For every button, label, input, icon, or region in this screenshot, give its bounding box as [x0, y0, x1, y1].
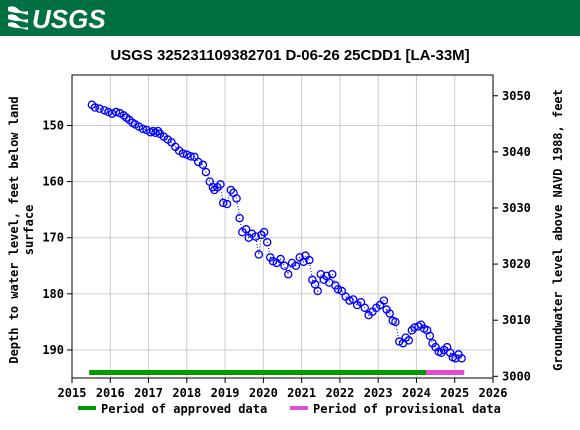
data-point: [119, 111, 128, 120]
data-point: [148, 126, 158, 136]
x-tick-label: 2026: [479, 386, 508, 400]
usgs-logo-text: USGS: [32, 4, 106, 34]
x-tick-label: 2019: [211, 386, 240, 400]
data-point: [280, 261, 289, 271]
data-point: [138, 124, 148, 134]
data-point: [257, 230, 266, 240]
data-point: [425, 331, 435, 341]
usgs-wave-icon: [8, 6, 28, 30]
chart-title: USGS 325231109382701 D-06-26 25CDD1 [LA-…: [110, 47, 469, 64]
usgs-logo[interactable]: USGS: [8, 4, 106, 34]
y-tick-label: 150: [42, 119, 64, 133]
data-point: [313, 286, 322, 296]
data-point: [385, 309, 394, 318]
data-points: [87, 100, 466, 363]
usgs-header-graphic: USGS: [0, 0, 580, 36]
data-point: [360, 303, 370, 313]
right-y-axis-label: Groundwater level above NAVD 1988, feet: [551, 89, 565, 371]
y-tick-label: 170: [42, 231, 64, 245]
data-point: [90, 103, 100, 112]
data-point: [235, 213, 244, 223]
x-tick-label: 2021: [287, 386, 316, 400]
data-point: [216, 180, 225, 189]
x-tick-label: 2018: [172, 386, 201, 400]
data-point: [262, 237, 272, 247]
data-point: [241, 225, 251, 234]
x-tick-label: 2023: [364, 386, 393, 400]
data-point: [268, 257, 278, 266]
data-point: [445, 348, 455, 357]
legend-approved-label: Period of approved data: [101, 402, 267, 416]
usgs-header-bar: USGS: [0, 0, 580, 40]
data-point: [437, 348, 446, 357]
data-point: [407, 326, 417, 335]
x-tick-label: 2015: [58, 386, 87, 400]
plot-frame: [71, 74, 494, 379]
x-axis-ticks: 2015 2016 2017 2018 2019 2020 2021 2022 2023 2024…: [58, 378, 508, 400]
data-point: [349, 295, 358, 304]
x-tick-label: 2020: [249, 386, 278, 400]
data-point: [391, 317, 400, 327]
data-point: [345, 296, 354, 305]
data-point: [305, 255, 314, 265]
data-point: [251, 232, 260, 241]
data-point: [95, 104, 104, 113]
data-point: [337, 286, 347, 296]
header-background: [0, 0, 580, 36]
y2-tick-label: 3040: [502, 145, 531, 159]
legend-provisional-swatch: [290, 406, 308, 410]
y-tick-label: 160: [42, 175, 64, 189]
data-point: [111, 107, 121, 117]
data-point: [379, 296, 389, 305]
legend: Period of approved data Period of provis…: [78, 402, 501, 416]
period-bars: [89, 370, 465, 375]
data-point: [182, 150, 192, 159]
data-point: [291, 261, 301, 271]
approved-period-bar: [89, 370, 427, 375]
x-tick-label: 2016: [96, 386, 125, 400]
data-point: [276, 254, 285, 264]
data-point: [333, 285, 343, 294]
data-point: [201, 167, 211, 177]
data-point: [404, 336, 414, 345]
data-point: [283, 269, 293, 279]
y2-tick-label: 3030: [502, 201, 531, 215]
y-tick-label: 190: [42, 343, 64, 357]
right-y-axis-ticks: 3000 3010 3020 3030 3040 3050: [493, 89, 531, 383]
data-point: [198, 160, 208, 170]
data-point: [186, 152, 195, 161]
data-point: [194, 157, 203, 167]
series-dotted-line: [91, 104, 463, 360]
data-point: [178, 149, 188, 158]
y2-tick-label: 3050: [502, 89, 531, 103]
data-point: [218, 198, 228, 208]
left-y-axis-ticks: 150 160 170 180 190: [42, 119, 72, 357]
left-y-axis-label-line1: Depth to water level, feet below land: [7, 96, 21, 363]
y2-tick-label: 3000: [502, 369, 531, 383]
y2-tick-label: 3010: [502, 313, 531, 327]
data-point: [356, 297, 366, 307]
provisional-period-bar: [426, 370, 465, 375]
legend-provisional-label: Period of provisional data: [313, 402, 501, 416]
left-y-axis-label-line2: surface: [22, 205, 36, 256]
data-point: [308, 275, 317, 285]
data-point: [232, 194, 241, 203]
legend-approved-swatch: [78, 406, 96, 410]
data-point: [100, 106, 109, 115]
data-point: [457, 354, 466, 363]
data-point: [222, 199, 232, 209]
x-tick-label: 2017: [134, 386, 163, 400]
data-point: [226, 185, 236, 195]
data-point: [259, 227, 269, 237]
x-tick-label: 2024: [402, 386, 431, 400]
x-tick-label: 2025: [440, 386, 469, 400]
x-tick-label: 2022: [325, 386, 354, 400]
data-point: [394, 337, 404, 346]
data-point: [254, 250, 264, 259]
y2-tick-label: 3020: [502, 257, 531, 271]
data-point: [328, 269, 337, 279]
y-tick-label: 180: [42, 287, 64, 301]
